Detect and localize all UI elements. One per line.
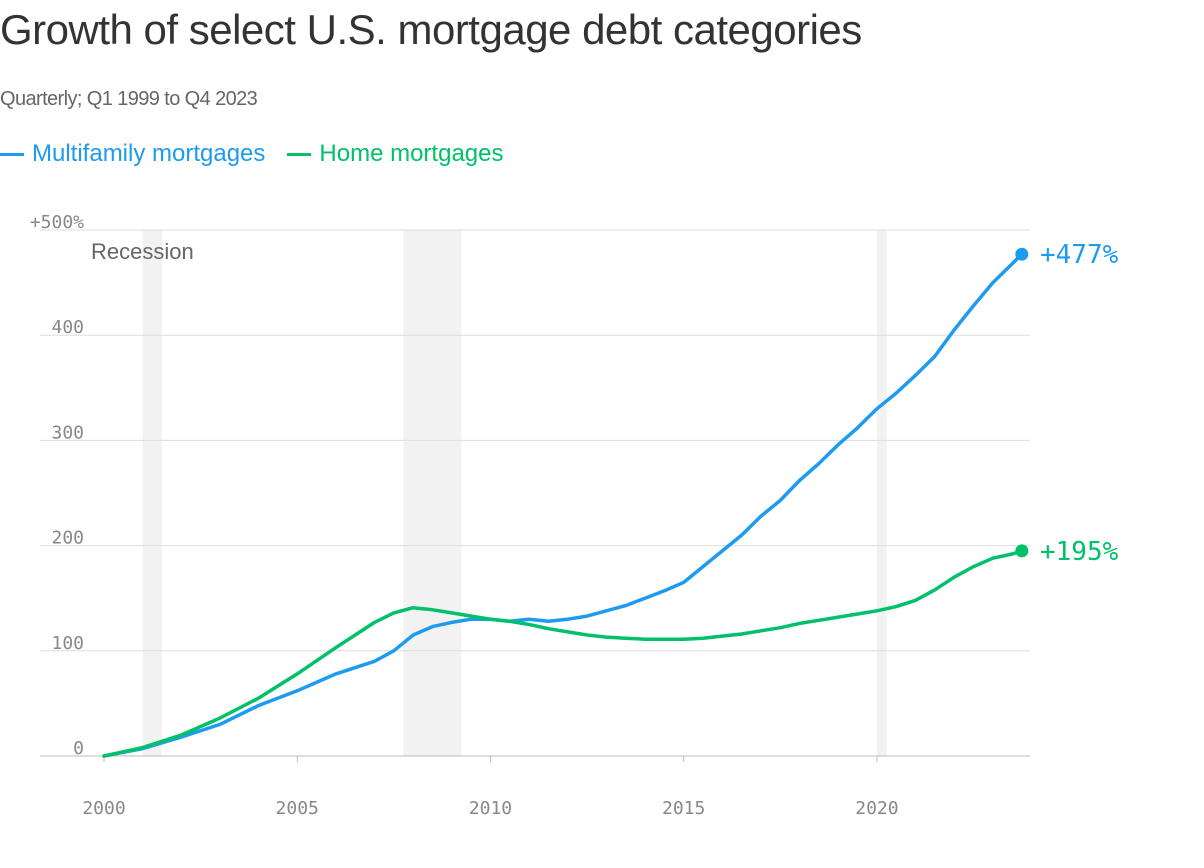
recession-band-2 xyxy=(876,230,887,756)
y-tick-label: 300 xyxy=(51,422,84,443)
legend-item-multifamily: Multifamily mortgages xyxy=(0,140,265,168)
y-tick-label: 0 xyxy=(73,738,84,759)
legend-label-home: Home mortgages xyxy=(319,140,504,167)
recession-band-1 xyxy=(403,230,462,756)
legend-label-multifamily: Multifamily mortgages xyxy=(32,140,266,167)
x-tick-label: 2015 xyxy=(662,798,705,819)
end-label-0: +477% xyxy=(1040,240,1119,270)
y-axis-ticks: 0 100 200 300 400 +500% xyxy=(30,212,84,759)
x-tick-label: 2020 xyxy=(855,798,898,819)
recession-bands xyxy=(142,230,887,756)
legend-item-home: Home mortgages xyxy=(287,140,503,168)
legend-swatch-multifamily xyxy=(0,152,24,156)
end-label-1: +195% xyxy=(1040,537,1119,567)
y-tick-label: 400 xyxy=(51,317,84,338)
x-tick-label: 2010 xyxy=(469,798,512,819)
end-labels: +477% +195% xyxy=(1040,240,1119,567)
x-tick-label: 2005 xyxy=(276,798,319,819)
series-lines xyxy=(102,247,1029,758)
y-tick-label: 200 xyxy=(51,528,84,549)
recession-band-0 xyxy=(142,230,162,756)
chart-subtitle: Quarterly; Q1 1999 to Q4 2023 xyxy=(0,88,258,110)
legend: Multifamily mortgages Home mortgages xyxy=(0,140,525,168)
gridlines xyxy=(40,229,1030,757)
y-tick-label: +500% xyxy=(30,212,84,233)
recession-label: Recession xyxy=(91,239,194,264)
series-line-0 xyxy=(102,252,1024,758)
series-line-1 xyxy=(102,549,1024,758)
legend-swatch-home xyxy=(287,152,312,156)
chart-title: Growth of select U.S. mortgage debt cate… xyxy=(0,6,862,53)
x-axis-ticks: 2000 2005 2010 2015 2020 xyxy=(82,756,899,819)
x-tick-label: 2000 xyxy=(82,798,125,819)
y-tick-label: 100 xyxy=(51,633,84,654)
series-end-dot-1 xyxy=(1015,544,1029,558)
series-end-dot-0 xyxy=(1015,247,1029,261)
